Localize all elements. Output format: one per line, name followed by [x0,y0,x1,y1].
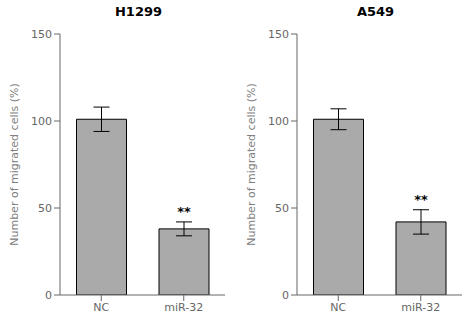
svg-text:100: 100 [268,115,289,128]
svg-text:miR-32: miR-32 [164,301,203,314]
svg-text:NC: NC [93,301,109,314]
svg-text:NC: NC [330,301,346,314]
svg-text:50: 50 [38,202,52,215]
svg-text:100: 100 [31,115,52,128]
svg-text:miR-32: miR-32 [401,301,440,314]
svg-text:150: 150 [31,28,52,41]
svg-text:**: ** [177,204,191,219]
svg-text:150: 150 [268,28,289,41]
svg-text:**: ** [414,192,428,207]
svg-text:50: 50 [275,202,289,215]
html-text:H1299: H1299 [115,4,162,19]
svg-text:Number of migrated cells (%): Number of migrated cells (%) [245,83,258,246]
svg-text:0: 0 [45,289,52,302]
svg-text:0: 0 [282,289,289,302]
html-text:A549: A549 [356,4,395,19]
svg-text:Number of migrated cells (%): Number of migrated cells (%) [8,83,21,246]
